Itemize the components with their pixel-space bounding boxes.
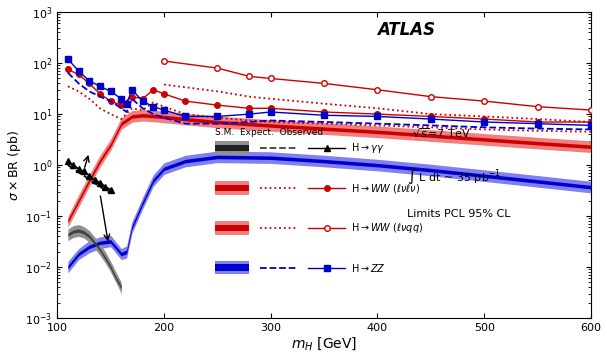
Text: H$\rightarrow\gamma\gamma$: H$\rightarrow\gamma\gamma$ — [351, 141, 384, 155]
Text: Limits PCL 95% CL: Limits PCL 95% CL — [407, 209, 510, 219]
Text: H$\rightarrow WW$ ($\ell\nu qq$): H$\rightarrow WW$ ($\ell\nu qq$) — [351, 221, 423, 235]
Text: ATLAS: ATLAS — [378, 21, 436, 39]
Bar — [215, 181, 249, 195]
Text: H$\rightarrow WW$ ($\ell\nu\ell\nu$): H$\rightarrow WW$ ($\ell\nu\ell\nu$) — [351, 182, 420, 194]
Text: H$\rightarrow ZZ$: H$\rightarrow ZZ$ — [351, 262, 385, 274]
Y-axis label: $\sigma\times\mathrm{BR}$ (pb): $\sigma\times\mathrm{BR}$ (pb) — [5, 130, 22, 200]
Bar — [215, 225, 249, 231]
Bar — [215, 185, 249, 191]
Bar — [215, 265, 249, 271]
Bar — [215, 261, 249, 275]
Text: S.M.  Expect.  Observed: S.M. Expect. Observed — [215, 129, 323, 137]
Text: $\sqrt{s}$=7 TeV: $\sqrt{s}$=7 TeV — [412, 127, 471, 140]
X-axis label: $m_H$ [GeV]: $m_H$ [GeV] — [291, 336, 357, 352]
Bar — [215, 145, 249, 151]
Text: $\int$ L dt ~ 35 pb$^{-1}$: $\int$ L dt ~ 35 pb$^{-1}$ — [407, 168, 501, 187]
Bar — [215, 221, 249, 234]
Bar — [215, 141, 249, 155]
